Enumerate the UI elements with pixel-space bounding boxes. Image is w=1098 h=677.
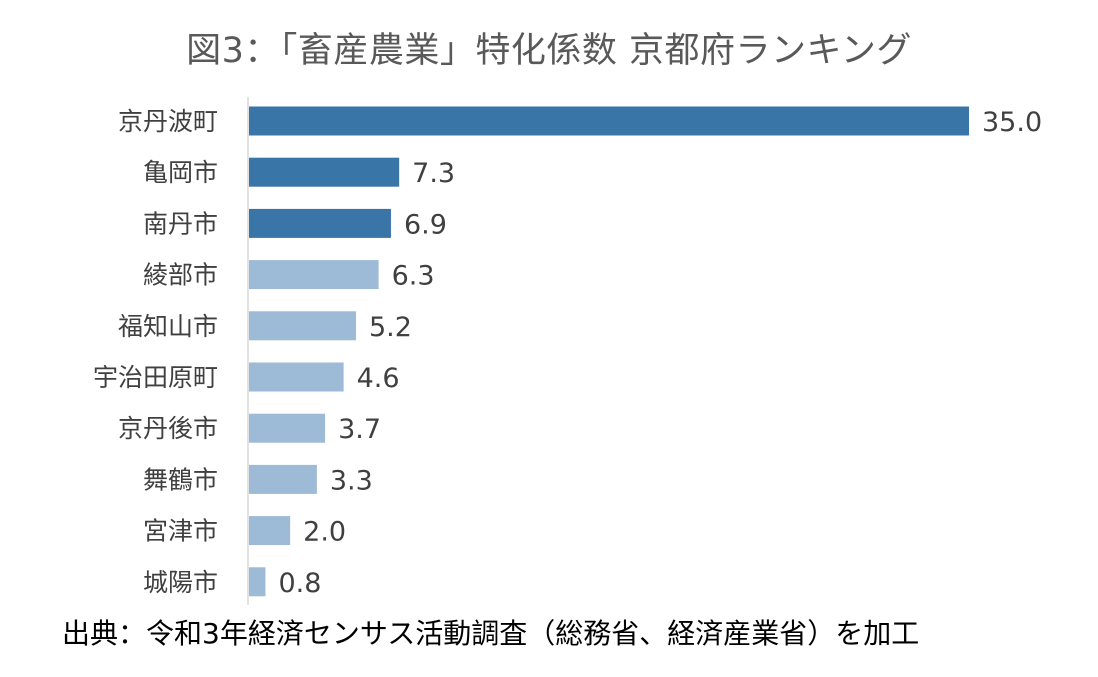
bar [249,208,391,238]
data-label: 6.3 [392,261,435,292]
bar [249,106,969,136]
data-label: 3.3 [330,465,373,496]
data-label: 35.0 [982,107,1042,138]
data-label: 0.8 [278,568,321,599]
data-label: 4.6 [357,363,400,394]
category-label: 京丹後市 [118,414,218,443]
source-note: 出典：令和3年経済センサス活動調査（総務省、経済産業省）を加工 [62,617,920,650]
data-label: 6.9 [404,209,447,240]
category-label: 舞鶴市 [143,465,218,494]
category-label: 綾部市 [143,261,218,290]
data-label: 2.0 [303,517,346,548]
bar [249,413,326,443]
bar-chart: 京丹波町 35.0 亀岡市 7.3 南丹市 6.9 綾部市 6.3 福知山市 5.2 宇治田原町 4.… [93,97,1042,605]
category-label: 宮津市 [143,517,218,546]
bar [249,516,291,546]
category-label: 城陽市 [143,568,218,597]
data-label: 5.2 [369,312,412,343]
bar [249,157,400,187]
chart-title: 図3：「畜産農業」特化係数 京都府ランキング [186,31,912,71]
bar [249,567,266,597]
bar [249,260,379,290]
bar [249,464,317,494]
data-label: 3.7 [338,414,381,445]
data-label: 7.3 [412,158,455,189]
category-label: 福知山市 [118,312,218,341]
category-label: 京丹波町 [118,107,218,136]
category-label: 宇治田原町 [93,363,218,392]
category-label: 亀岡市 [143,158,218,187]
bar [249,311,356,341]
bar [249,362,344,392]
category-label: 南丹市 [143,209,218,238]
